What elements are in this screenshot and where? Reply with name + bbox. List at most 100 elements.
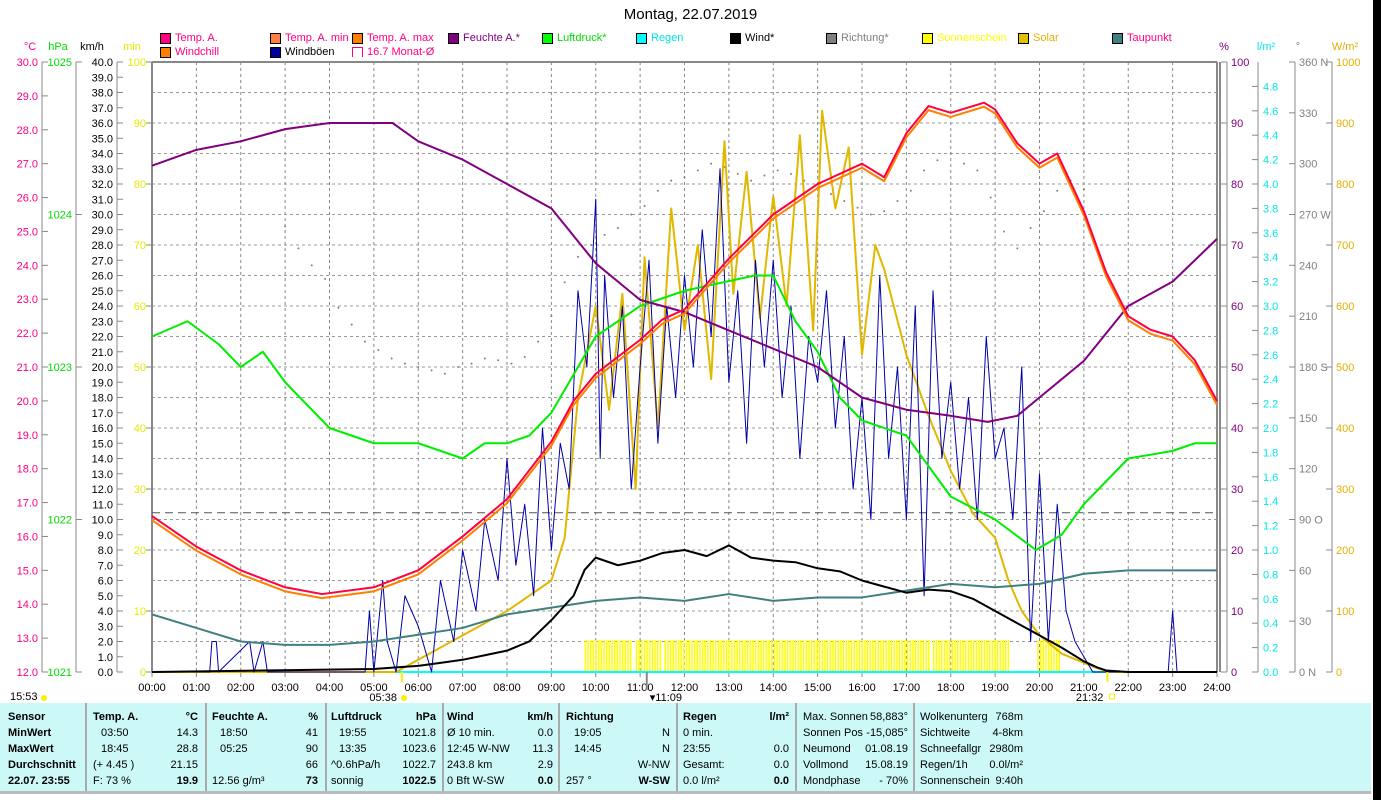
humidity-tick-label: 50 — [1231, 362, 1243, 374]
humidity-row-value: 41 — [305, 727, 318, 739]
rain-tick-label: 4.6 — [1263, 106, 1278, 118]
sunshine-bar — [912, 640, 914, 672]
direction-point — [510, 362, 513, 365]
sunshine-bar — [749, 640, 752, 672]
direction-point — [750, 179, 753, 182]
sunshine-bar — [720, 640, 722, 672]
sunshine-bar — [747, 640, 749, 672]
sunshine-bar — [739, 640, 741, 672]
sunshine-bar — [784, 640, 786, 672]
legend-item: Windchill — [160, 46, 219, 58]
sunshine-bar — [933, 640, 935, 672]
sensor-row-label: MaxWert — [8, 743, 54, 755]
wind-tick-label: 32.0 — [92, 179, 113, 191]
sunshine-bar — [925, 640, 927, 672]
temp-tick-label: 25.0 — [17, 226, 38, 238]
sunshine-bar — [613, 640, 616, 672]
temp-header: Temp. A. — [93, 711, 139, 723]
sunshine-bar — [611, 640, 613, 672]
humidity-row-value: 90 — [305, 743, 318, 755]
sunshine-bar — [967, 640, 970, 672]
sunshine-bar — [1053, 640, 1055, 672]
pressure-row-label: sonnig — [331, 775, 364, 787]
direction-row-value: W-NW — [637, 759, 670, 771]
direction-point — [590, 244, 593, 246]
sun-info-label: Vollmond — [803, 759, 849, 771]
sun-info-value: - 70% — [879, 775, 908, 787]
sunshine-bar — [848, 640, 850, 672]
sunshine-bar — [813, 640, 816, 672]
direction-point — [310, 264, 313, 267]
rain-tick-label: 0.2 — [1263, 643, 1278, 655]
sunshine-bar — [723, 640, 725, 672]
pressure-unit: hPa — [415, 711, 436, 723]
sunshine-bar — [744, 640, 746, 672]
wind-tick-label: 6.0 — [98, 576, 113, 588]
direction-point — [470, 362, 473, 365]
wind-tick-label: 29.0 — [92, 225, 113, 237]
legend-item: Temp. A. — [160, 32, 218, 44]
sunshine-bar — [787, 640, 789, 672]
sunrise-time: 05:38 — [369, 692, 397, 703]
misc-info-value: 9:40h — [995, 775, 1023, 787]
sunshine-bar — [797, 640, 800, 672]
direction-point — [963, 162, 966, 165]
temp-tick-label: 14.0 — [17, 599, 38, 611]
sun-info-label: Mondphase — [803, 775, 861, 787]
sunshine-bar — [712, 640, 714, 672]
sunshine-bar — [946, 640, 948, 672]
legend-label: Taupunkt — [1127, 32, 1172, 44]
sunshine-bar — [909, 640, 911, 672]
rain-tick-label: 2.6 — [1263, 350, 1278, 362]
legend-item: Taupunkt — [1112, 32, 1172, 44]
humidity-header: Feuchte A. — [212, 711, 268, 723]
rain-tick-label: 2.8 — [1263, 325, 1278, 337]
sunset-icon — [1108, 693, 1115, 700]
sunshine-bar — [651, 640, 654, 672]
sunshine-bar — [688, 640, 690, 672]
sunshine-bar — [685, 640, 688, 672]
sun-info-value: -15,085° — [866, 727, 908, 739]
sunshine-bar — [781, 640, 784, 672]
rain-tick-label: 4.2 — [1263, 155, 1278, 167]
misc-info-value: 4-8km — [992, 727, 1023, 739]
direction-point — [763, 174, 766, 177]
legend-label: Wind* — [745, 32, 775, 44]
temp-row-label: F: 73 % — [93, 775, 131, 787]
axis-unit-label: km/h — [80, 41, 104, 53]
legend-item: Solar — [1018, 32, 1059, 44]
temp-tick-label: 12.0 — [17, 667, 38, 679]
sunshine-bar — [810, 640, 813, 672]
sunshine-bar — [619, 640, 621, 672]
sunshine-bar — [978, 640, 980, 672]
temp-tick-label: 24.0 — [17, 260, 38, 272]
wind-row-value: 0.0 — [537, 775, 553, 787]
sunshine-bar — [816, 640, 818, 672]
sunshine-bar — [845, 640, 848, 672]
sunshine-bar — [731, 640, 733, 672]
column-divider — [85, 703, 87, 791]
direction-point — [563, 281, 566, 284]
sun-info-value: 58,883° — [869, 711, 908, 723]
sunshine-bar — [733, 640, 736, 672]
direction-point — [1016, 247, 1019, 250]
direction-point — [683, 176, 686, 179]
rain-tick-label: 2.2 — [1263, 399, 1278, 411]
legend-swatch — [160, 32, 171, 44]
direction-tick-label: 120 — [1299, 464, 1317, 476]
sunshine-bar — [956, 640, 959, 672]
wind-tick-label: 16.0 — [92, 423, 113, 435]
legend-item: Feuchte A.* — [448, 32, 520, 44]
temp-row-value: 14.3 — [176, 727, 198, 739]
direction-point — [776, 169, 779, 172]
sunshine-bar — [938, 640, 940, 672]
sunshine-bar — [699, 640, 701, 672]
sunshine-bar — [904, 640, 906, 672]
direction-tick-label: 180 S — [1299, 362, 1328, 374]
minutes-tick-label: 50 — [134, 362, 146, 374]
direction-point — [1056, 189, 1059, 192]
legend-swatch — [636, 32, 647, 44]
pressure-row-label: 19:55 — [339, 727, 367, 739]
sunshine-bar — [1002, 640, 1004, 672]
direction-point — [736, 172, 739, 175]
